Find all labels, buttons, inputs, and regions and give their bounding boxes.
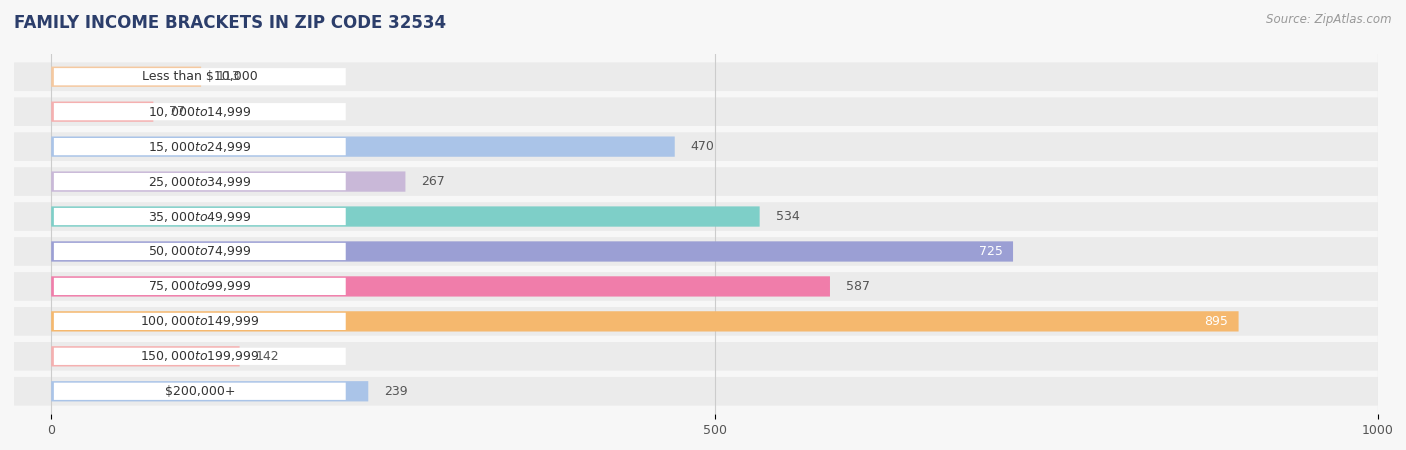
FancyBboxPatch shape	[51, 276, 830, 297]
FancyBboxPatch shape	[51, 311, 1239, 332]
Text: 587: 587	[846, 280, 870, 293]
Text: 267: 267	[422, 175, 446, 188]
FancyBboxPatch shape	[14, 307, 1378, 336]
Text: 725: 725	[979, 245, 1002, 258]
FancyBboxPatch shape	[53, 348, 346, 365]
Text: 113: 113	[217, 70, 240, 83]
FancyBboxPatch shape	[53, 208, 346, 225]
FancyBboxPatch shape	[53, 173, 346, 190]
FancyBboxPatch shape	[14, 202, 1378, 231]
FancyBboxPatch shape	[14, 272, 1378, 301]
FancyBboxPatch shape	[51, 136, 675, 157]
FancyBboxPatch shape	[53, 243, 346, 260]
FancyBboxPatch shape	[53, 278, 346, 295]
Text: 142: 142	[256, 350, 280, 363]
Text: $15,000 to $24,999: $15,000 to $24,999	[148, 140, 252, 153]
FancyBboxPatch shape	[14, 237, 1378, 266]
FancyBboxPatch shape	[14, 377, 1378, 405]
Text: $200,000+: $200,000+	[165, 385, 235, 398]
FancyBboxPatch shape	[14, 342, 1378, 371]
FancyBboxPatch shape	[14, 167, 1378, 196]
Text: $150,000 to $199,999: $150,000 to $199,999	[141, 349, 260, 363]
FancyBboxPatch shape	[51, 171, 405, 192]
FancyBboxPatch shape	[53, 382, 346, 400]
Text: $50,000 to $74,999: $50,000 to $74,999	[148, 244, 252, 258]
FancyBboxPatch shape	[51, 346, 239, 366]
FancyBboxPatch shape	[51, 207, 759, 227]
FancyBboxPatch shape	[53, 313, 346, 330]
FancyBboxPatch shape	[51, 102, 153, 122]
Text: Source: ZipAtlas.com: Source: ZipAtlas.com	[1267, 14, 1392, 27]
FancyBboxPatch shape	[14, 63, 1378, 91]
Text: 239: 239	[384, 385, 408, 398]
Text: 470: 470	[690, 140, 714, 153]
FancyBboxPatch shape	[51, 67, 201, 87]
Text: $100,000 to $149,999: $100,000 to $149,999	[141, 315, 260, 328]
Text: Less than $10,000: Less than $10,000	[142, 70, 257, 83]
Text: FAMILY INCOME BRACKETS IN ZIP CODE 32534: FAMILY INCOME BRACKETS IN ZIP CODE 32534	[14, 14, 446, 32]
Text: 895: 895	[1204, 315, 1227, 328]
FancyBboxPatch shape	[51, 381, 368, 401]
FancyBboxPatch shape	[14, 132, 1378, 161]
FancyBboxPatch shape	[53, 68, 346, 86]
Text: $25,000 to $34,999: $25,000 to $34,999	[148, 175, 252, 189]
FancyBboxPatch shape	[53, 138, 346, 155]
FancyBboxPatch shape	[51, 241, 1014, 261]
Text: 534: 534	[776, 210, 800, 223]
Text: $10,000 to $14,999: $10,000 to $14,999	[148, 105, 252, 119]
FancyBboxPatch shape	[53, 103, 346, 120]
Text: $35,000 to $49,999: $35,000 to $49,999	[148, 210, 252, 224]
FancyBboxPatch shape	[14, 97, 1378, 126]
Text: 77: 77	[169, 105, 186, 118]
Text: $75,000 to $99,999: $75,000 to $99,999	[148, 279, 252, 293]
